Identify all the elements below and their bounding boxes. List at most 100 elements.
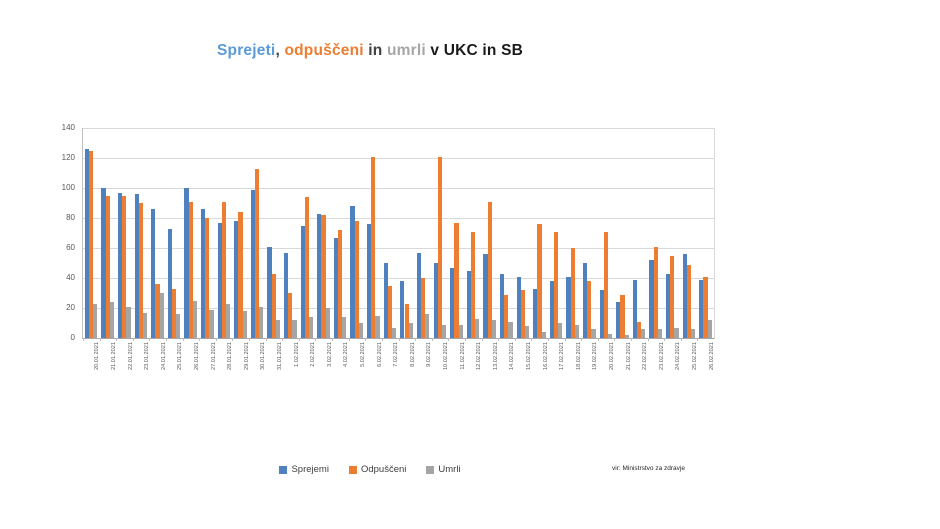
- bar-umrli-9.02.2021: [425, 314, 430, 338]
- x-axis-tick-label: 22.01.2021: [127, 342, 134, 370]
- bar-sprejemi-26.01.2021: [184, 188, 189, 338]
- x-axis-tick-label: 29.01.2021: [243, 342, 250, 370]
- x-axis-tick-label: 17.02.2021: [559, 342, 566, 370]
- bar-odpuščeni-20.01.2021: [89, 150, 94, 338]
- legend: Sprejemi Odpuščeni Umrli: [40, 464, 700, 475]
- x-axis-tick: [581, 338, 583, 341]
- x-axis-tick-label: 26.01.2021: [193, 342, 200, 370]
- x-axis-tick: [332, 338, 334, 341]
- bar-sprejemi-19.02.2021: [582, 263, 588, 338]
- bar-odpuščeni-23.01.2021: [138, 203, 143, 338]
- x-axis-tick-label: 25.01.2021: [177, 342, 184, 370]
- bar-odpuščeni-22.01.2021: [122, 195, 127, 338]
- x-axis-tick-label: 30.01.2021: [260, 342, 267, 370]
- bar-sprejemi-25.02.2021: [682, 254, 687, 338]
- bar-sprejemi-6.02.2021: [367, 224, 372, 338]
- legend-item-umrli: Umrli: [426, 464, 461, 475]
- x-axis-tick: [132, 338, 134, 341]
- legend-swatch-icon: [348, 465, 357, 474]
- bar-odpuščeni-26.01.2021: [188, 201, 193, 338]
- x-axis-tick: [415, 338, 417, 341]
- x-axis-tick: [680, 338, 682, 341]
- x-axis-tick-label: 16.02.2021: [542, 342, 549, 370]
- bar-umrli-20.02.2021: [607, 333, 613, 338]
- x-axis-tick-label: 19.02.2021: [592, 342, 599, 370]
- bar-odpuščeni-22.02.2021: [636, 321, 642, 338]
- bar-umrli-6.02.2021: [375, 315, 380, 338]
- bar-sprejemi-13.02.2021: [483, 254, 488, 338]
- bar-sprejemi-16.02.2021: [533, 288, 538, 338]
- bar-umrli-21.01.2021: [109, 302, 114, 338]
- x-axis-tick: [182, 338, 184, 341]
- x-axis-tick: [398, 338, 400, 341]
- bar-odpuščeni-2.02.2021: [304, 197, 310, 338]
- bar-umrli-17.02.2021: [558, 323, 563, 338]
- bar-sprejemi-8.02.2021: [400, 281, 405, 338]
- bar-sprejemi-29.01.2021: [234, 221, 239, 338]
- bar-odpuščeni-6.02.2021: [371, 156, 376, 338]
- x-axis-tick: [298, 338, 300, 341]
- bar-sprejemi-15.02.2021: [516, 276, 521, 338]
- y-axis-tick-label: 80: [66, 213, 75, 222]
- legend-label: Odpuščeni: [360, 464, 407, 475]
- bar-sprejemi-30.01.2021: [250, 189, 256, 338]
- x-axis-tick-label: 23.01.2021: [144, 342, 151, 370]
- bar-odpuščeni-5.02.2021: [354, 221, 359, 338]
- bar-odpuščeni-31.01.2021: [271, 273, 276, 338]
- x-axis-tick-label: 21.02.2021: [625, 342, 632, 370]
- bar-umrli-15.02.2021: [524, 326, 530, 338]
- bar-odpuščeni-11.02.2021: [454, 222, 459, 338]
- bar-umrli-30.01.2021: [259, 306, 264, 338]
- bar-umrli-25.02.2021: [690, 329, 696, 338]
- bar-sprejemi-23.01.2021: [134, 194, 139, 338]
- x-axis-tick-label: 31.01.2021: [276, 342, 283, 370]
- x-axis-tick: [498, 338, 500, 341]
- y-axis-tick-label: 0: [70, 333, 75, 342]
- x-axis-tick: [83, 338, 84, 341]
- bar-sprejemi-5.02.2021: [350, 206, 355, 338]
- bar-sprejemi-31.01.2021: [267, 246, 272, 338]
- x-axis-tick-label: 9.02.2021: [426, 342, 433, 367]
- bar-umrli-24.02.2021: [674, 327, 679, 338]
- x-axis-tick: [564, 338, 566, 341]
- gridline-20: [83, 308, 714, 309]
- x-axis-tick: [597, 338, 599, 341]
- bar-umrli-28.01.2021: [226, 303, 231, 338]
- x-axis-tick: [215, 338, 217, 341]
- gridline-100: [83, 188, 714, 189]
- x-axis-tick: [282, 338, 284, 341]
- bar-sprejemi-12.02.2021: [466, 270, 471, 338]
- bar-umrli-23.02.2021: [657, 329, 662, 338]
- bar-odpuščeni-16.02.2021: [537, 224, 542, 338]
- bar-umrli-29.01.2021: [242, 311, 247, 338]
- x-axis-tick: [315, 338, 317, 341]
- y-axis-tick-label: 140: [61, 123, 75, 132]
- x-axis-tick: [697, 338, 699, 341]
- bar-sprejemi-17.02.2021: [549, 281, 554, 338]
- x-axis-tick-label: 1.02.2021: [293, 342, 300, 367]
- x-axis-tick: [265, 338, 267, 341]
- bar-umrli-26.02.2021: [707, 320, 712, 338]
- bar-umrli-8.02.2021: [408, 323, 413, 338]
- title-segment: v UKC in SB: [425, 42, 524, 59]
- bar-sprejemi-1.02.2021: [284, 252, 289, 338]
- bar-umrli-22.01.2021: [126, 306, 131, 338]
- x-axis-tick: [232, 338, 234, 341]
- x-axis-tick: [464, 338, 466, 341]
- x-axis-tick-label: 12.02.2021: [476, 342, 483, 370]
- x-axis-tick-label: 8.02.2021: [409, 342, 416, 367]
- bar-sprejemi-18.02.2021: [566, 276, 571, 338]
- bar-umrli-7.02.2021: [392, 327, 397, 338]
- x-axis-tick-label: 3.02.2021: [326, 342, 333, 367]
- bar-sprejemi-21.01.2021: [101, 188, 106, 338]
- bar-odpuščeni-18.02.2021: [570, 248, 575, 338]
- bar-sprejemi-22.02.2021: [632, 279, 637, 338]
- y-axis-tick-label: 100: [61, 183, 75, 192]
- bar-umrli-5.02.2021: [358, 323, 364, 338]
- x-axis-tick: [348, 338, 350, 341]
- bar-umrli-19.02.2021: [591, 329, 596, 338]
- x-axis-tick-label: 23.02.2021: [658, 342, 665, 370]
- x-axis-tick: [647, 338, 649, 341]
- bar-umrli-23.01.2021: [143, 312, 148, 338]
